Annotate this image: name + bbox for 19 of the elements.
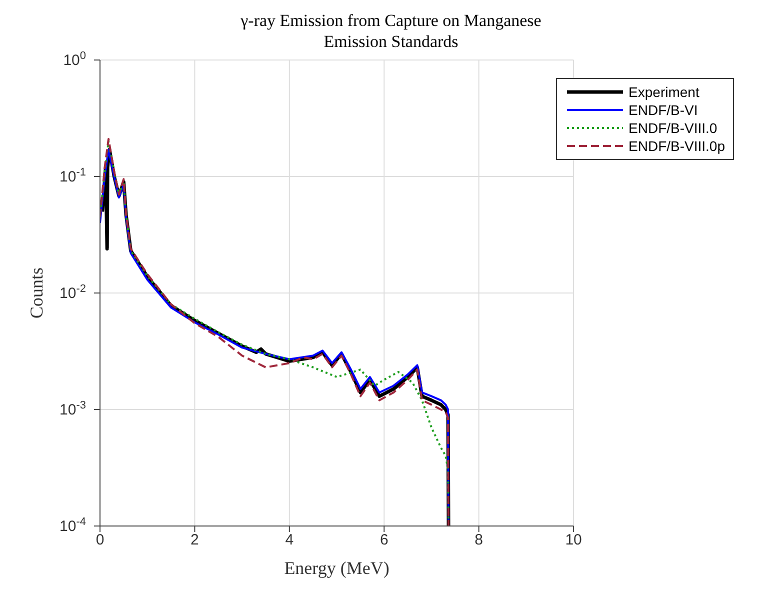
y-tick-label: 10$^{-3}$: [60, 400, 86, 418]
legend-label: ENDF/B-VIII.0p: [628, 137, 725, 155]
y-tick-label: 10$^{0}$: [63, 50, 86, 69]
y-tick-label: 10$^{-1}$: [60, 166, 86, 186]
chart-title: γ-ray Emission from Capture on Manganese: [240, 10, 542, 31]
y-tick-label: 10$^{-4}$: [60, 516, 86, 535]
x-axis-title: Energy (MeV): [284, 558, 390, 578]
y-tick-label: 10$^{-2}$: [60, 283, 86, 302]
x-tick-label: 4: [285, 532, 294, 549]
y-axis-title: Counts: [26, 267, 46, 319]
x-tick-label: 6: [380, 532, 388, 549]
x-tick-label: 0: [96, 532, 104, 549]
legend-label: ENDF/B-VI: [628, 101, 698, 119]
legend-label: ENDF/B-VIII.0: [628, 119, 718, 137]
x-tick-label: 8: [474, 532, 483, 549]
legend-label: Experiment: [628, 83, 700, 101]
x-tick-label: 2: [190, 532, 199, 549]
x-tick-label: 10: [565, 532, 582, 549]
chart-subtitle: Emission Standards: [324, 32, 458, 51]
